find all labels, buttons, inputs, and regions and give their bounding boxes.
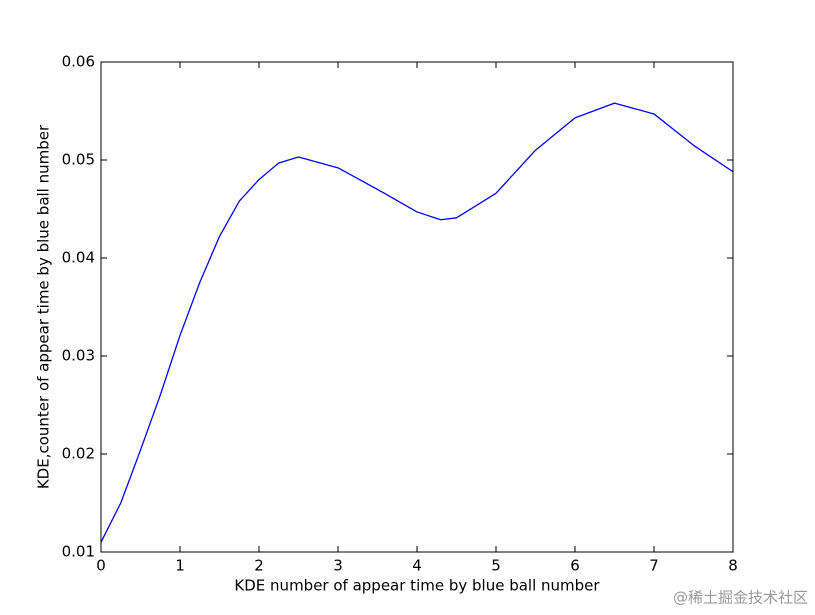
watermark: @稀土掘金技术社区 [673,589,808,607]
x-tick-label: 1 [175,557,185,575]
x-tick-label: 2 [254,557,264,575]
y-tick-label: 0.03 [62,347,95,365]
y-tick-label: 0.06 [62,53,95,71]
plot-frame [100,61,734,553]
x-tick-label: 6 [570,557,580,575]
x-tick-label: 0 [96,557,106,575]
y-tick-label: 0.02 [62,445,95,463]
x-tick-label: 8 [728,557,738,575]
y-tick-label: 0.04 [62,249,95,267]
x-axis-label: KDE number of appear time by blue ball n… [234,577,600,595]
x-tick-label: 5 [491,557,501,575]
x-tick-label: 4 [412,557,422,575]
line [100,102,734,543]
x-tick-label: 3 [333,557,343,575]
x-tick-label: 7 [649,557,659,575]
y-tick-label: 0.01 [62,543,95,561]
y-axis-label: KDE,counter of appear time by blue ball … [35,124,53,489]
y-tick-label: 0.05 [62,151,95,169]
